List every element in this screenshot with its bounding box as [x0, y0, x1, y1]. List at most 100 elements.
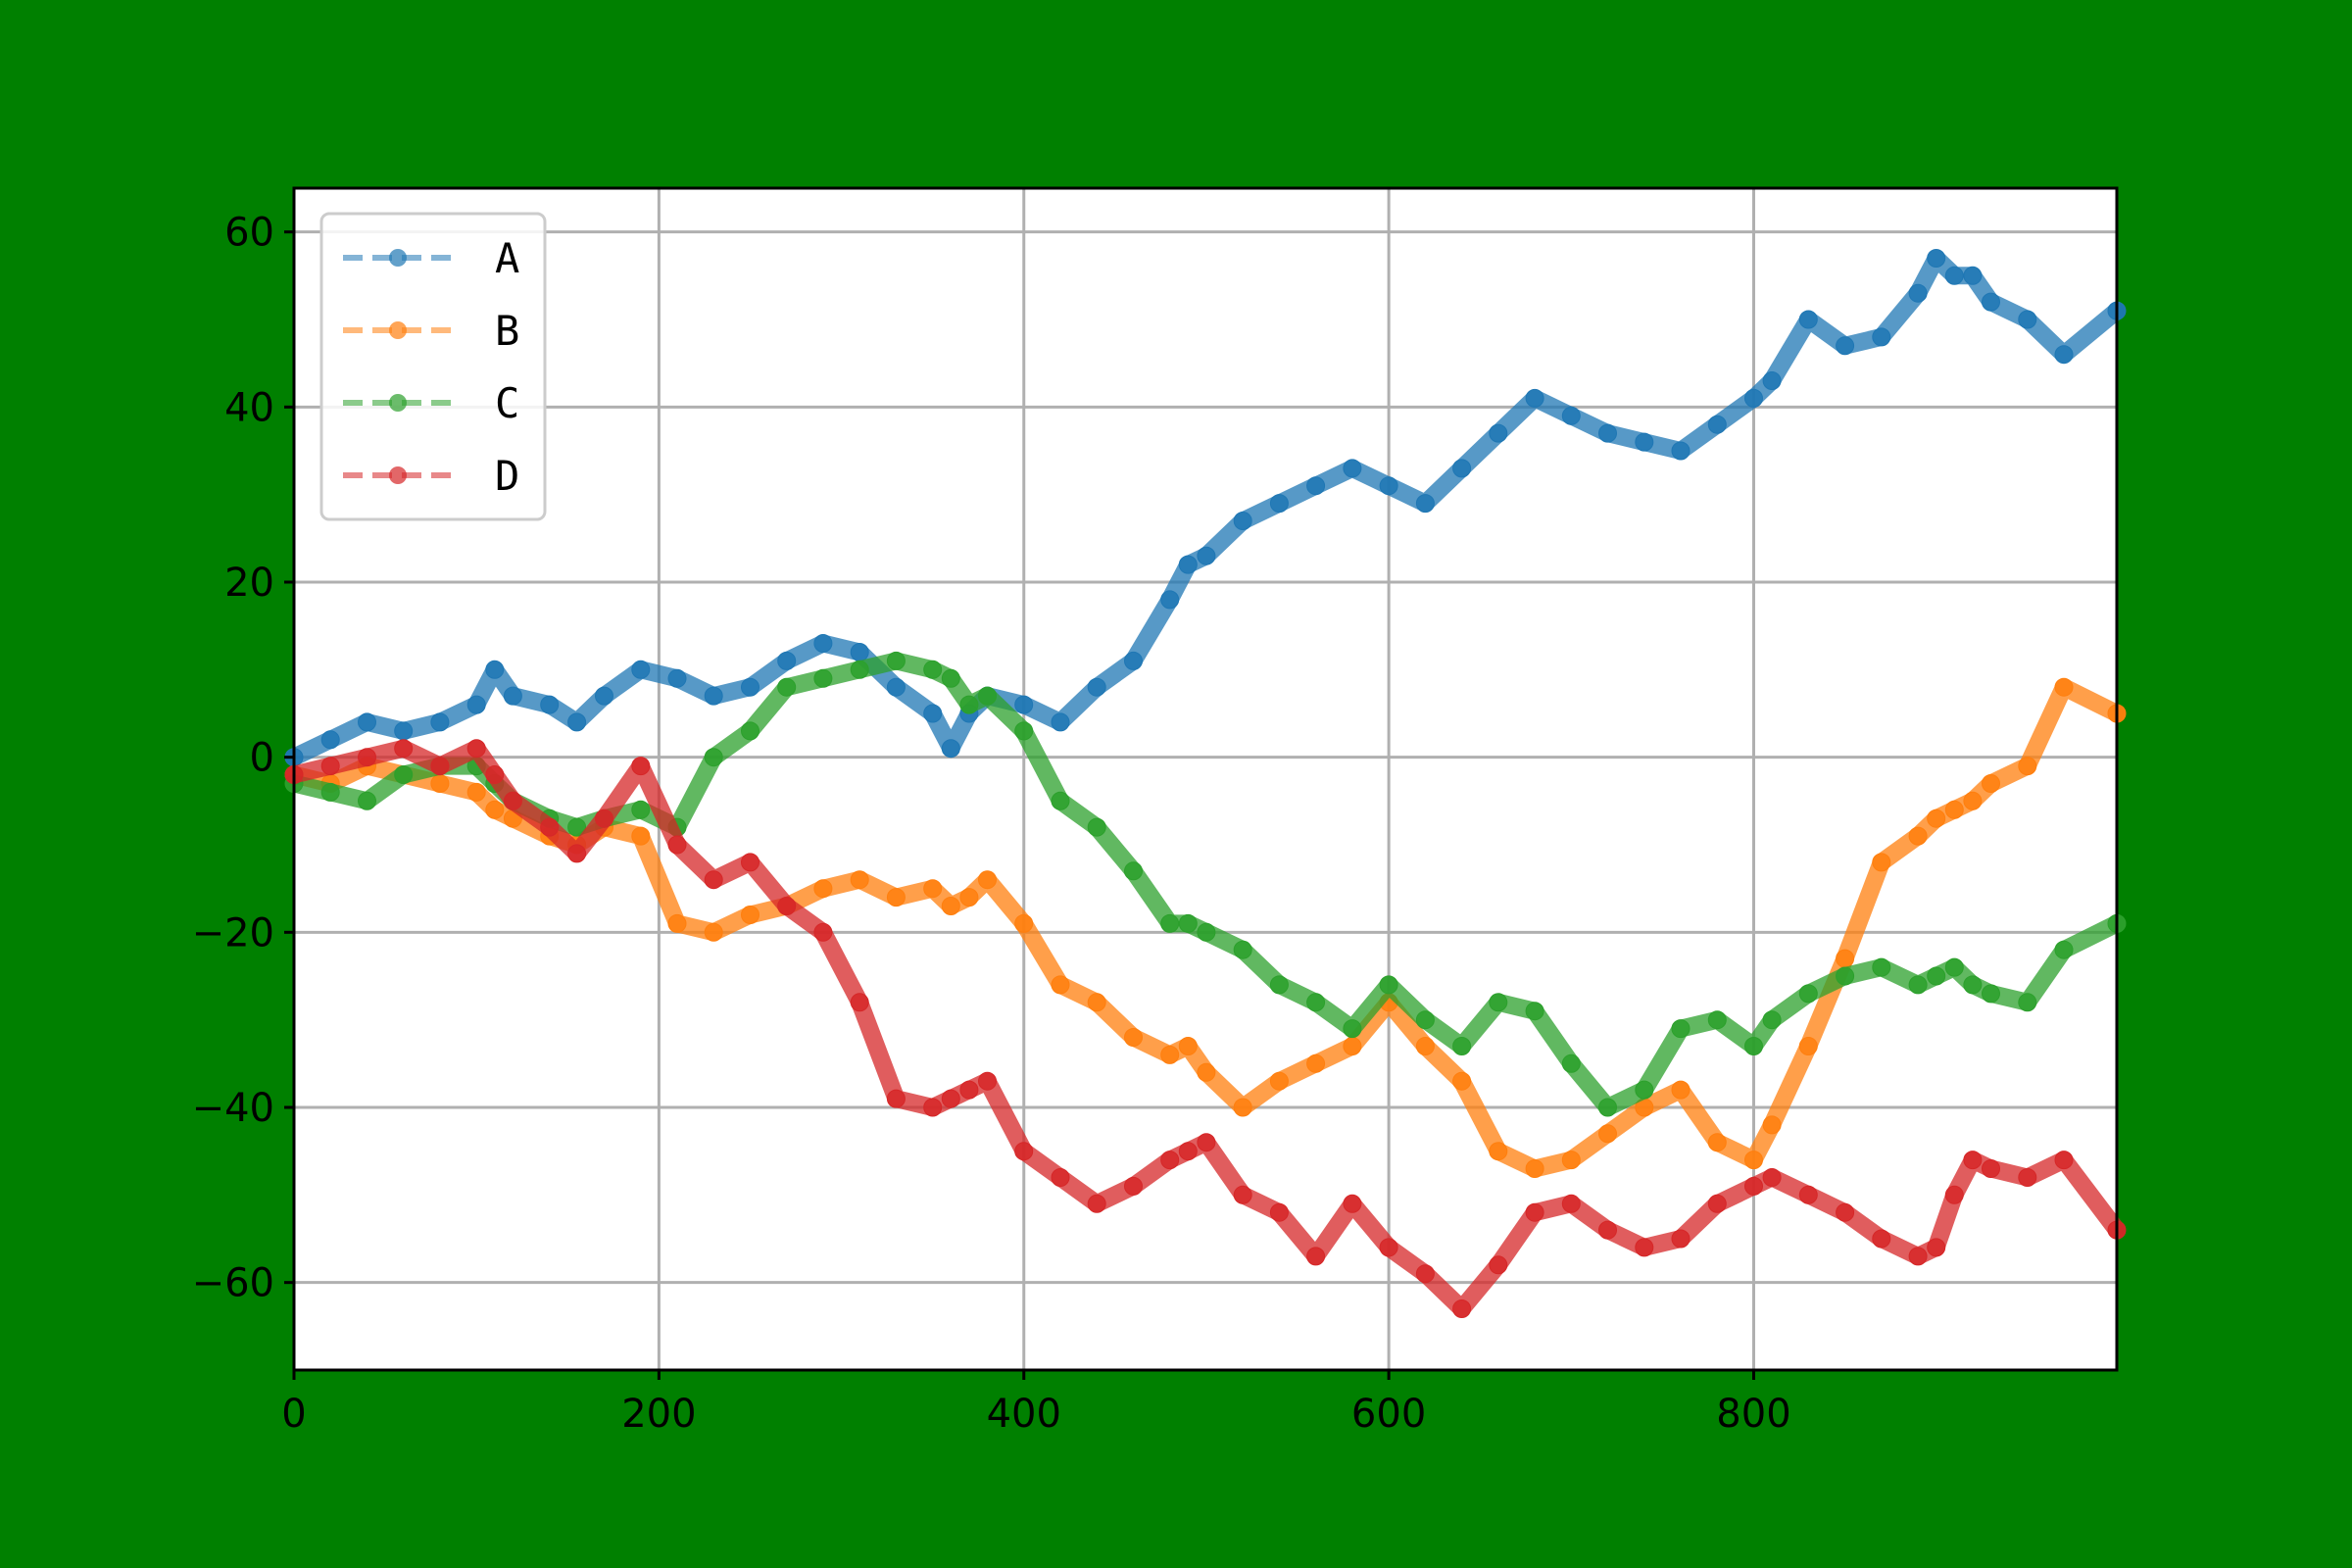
data-point-d [1982, 1159, 2000, 1178]
legend-marker-d [389, 466, 407, 484]
data-point-d [430, 757, 450, 776]
data-point-a [667, 668, 687, 688]
data-point-a [1598, 423, 1617, 443]
data-point-a [2018, 310, 2037, 329]
data-point-a [1982, 292, 2000, 312]
data-point-c [741, 721, 760, 741]
legend-label-a: A [495, 234, 519, 282]
data-point-d [1762, 1168, 1782, 1187]
data-point-c [941, 668, 960, 688]
data-point-d [777, 897, 797, 915]
data-point-b [2018, 757, 2037, 776]
data-point-b [1798, 1037, 1818, 1055]
data-point-a [1707, 415, 1727, 434]
data-point-b [1087, 993, 1106, 1012]
data-point-b [704, 922, 723, 942]
data-point-a [1671, 441, 1690, 461]
data-point-b [1762, 1115, 1782, 1135]
data-point-a [466, 695, 486, 714]
data-point-b [1525, 1159, 1544, 1178]
data-point-a [503, 686, 522, 706]
data-point-a [1944, 266, 1964, 285]
data-point-a [320, 730, 340, 750]
data-point-d [978, 1071, 997, 1091]
data-point-a [394, 721, 414, 741]
data-point-a [1379, 476, 1398, 496]
data-point-d [1160, 1151, 1180, 1170]
data-point-a [1927, 249, 1946, 268]
data-point-d [1124, 1176, 1143, 1196]
data-point-d [503, 791, 522, 810]
data-point-c [567, 817, 587, 837]
x-tick-label: 0 [281, 1392, 306, 1437]
data-point-a [430, 712, 450, 732]
data-point-d [959, 1080, 979, 1100]
data-point-d [1798, 1185, 1818, 1204]
data-point-c [959, 695, 979, 714]
data-point-a [1233, 512, 1252, 530]
data-point-a [1872, 327, 1891, 347]
data-point-c [631, 800, 651, 819]
legend-item-a: A [343, 234, 519, 282]
data-point-c [1598, 1098, 1617, 1117]
data-point-d [741, 853, 760, 872]
data-point-a [741, 677, 760, 697]
data-point-a [540, 695, 560, 714]
data-point-d [1525, 1202, 1544, 1222]
data-point-a [1124, 651, 1143, 670]
data-point-c [1051, 791, 1070, 810]
data-point-c [1014, 721, 1034, 741]
data-point-c [1525, 1002, 1544, 1021]
legend-label-b: B [495, 307, 519, 355]
data-point-d [320, 757, 340, 776]
data-point-a [1561, 406, 1581, 425]
data-point-c [358, 791, 376, 810]
data-point-c [1415, 1010, 1435, 1030]
legend-marker-a [389, 249, 407, 267]
data-point-d [1379, 1238, 1398, 1257]
data-point-d [1306, 1247, 1326, 1266]
data-point-c [704, 748, 723, 767]
x-tick-label: 200 [621, 1392, 696, 1437]
series-d [284, 739, 2127, 1318]
data-point-d [1671, 1229, 1690, 1249]
data-point-c [1489, 993, 1508, 1012]
data-point-d [2054, 1151, 2074, 1170]
data-point-d [1343, 1194, 1362, 1213]
y-tick-label: 40 [224, 385, 274, 430]
data-point-c [1452, 1037, 1472, 1055]
legend-marker-c [389, 394, 407, 412]
data-point-d [1452, 1299, 1472, 1318]
data-point-b [1707, 1133, 1727, 1152]
legend-label-c: C [495, 379, 519, 427]
data-point-c [394, 765, 414, 784]
data-point-b [1908, 826, 1928, 846]
y-tick-label: −60 [192, 1261, 274, 1306]
data-point-a [1489, 423, 1508, 443]
data-point-d [358, 748, 376, 767]
data-point-c [320, 782, 340, 802]
data-point-d [1744, 1176, 1763, 1196]
data-point-b [1014, 913, 1034, 933]
data-point-a [1178, 555, 1198, 574]
data-point-a [813, 634, 833, 653]
data-point-d [2018, 1168, 2037, 1187]
data-point-d [923, 1098, 943, 1117]
data-point-c [1872, 957, 1891, 977]
data-point-d [1707, 1194, 1727, 1213]
data-point-a [1197, 546, 1216, 565]
data-point-d [1908, 1247, 1928, 1266]
data-point-c [813, 668, 833, 688]
legend-item-b: B [343, 307, 519, 355]
data-point-c [1343, 1019, 1362, 1039]
data-point-a [1160, 590, 1180, 610]
data-point-c [850, 660, 869, 679]
data-point-b [1415, 1037, 1435, 1055]
data-point-a [1269, 494, 1289, 514]
data-point-b [1744, 1151, 1763, 1170]
data-point-a [886, 677, 906, 697]
plot-area [294, 188, 2117, 1370]
data-point-b [1178, 1037, 1198, 1055]
data-point-a [1744, 388, 1763, 408]
data-point-d [1944, 1185, 1964, 1204]
